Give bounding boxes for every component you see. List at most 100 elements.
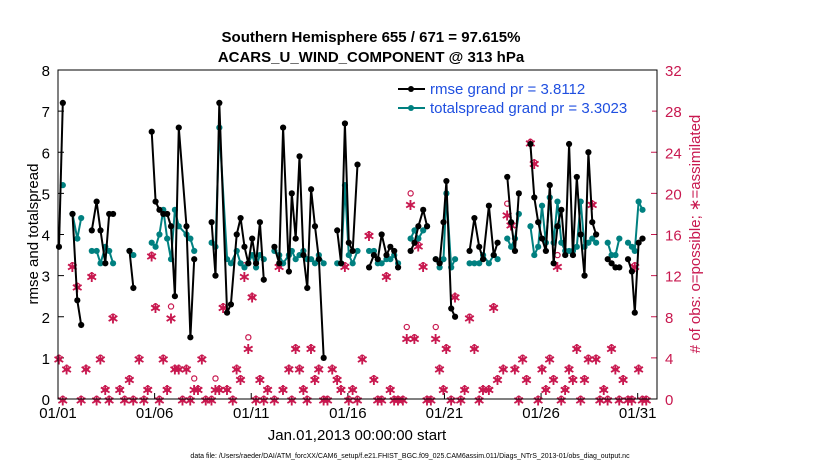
- rmse-point: [593, 231, 600, 238]
- rmse-point: [183, 223, 190, 230]
- obs-possible-marker: [152, 303, 159, 310]
- obs-assimilated-marker: ∗: [199, 391, 212, 410]
- obs-assimilated-marker: ∗: [375, 391, 388, 410]
- obs-possible-marker: [523, 375, 530, 382]
- rmse-point: [604, 256, 611, 263]
- obs-possible-marker: [370, 375, 378, 382]
- rmse-point: [631, 309, 638, 316]
- totalspread-point: [407, 235, 414, 242]
- totalspread-point: [241, 264, 248, 271]
- rmse-point: [558, 206, 565, 213]
- rmse-point: [349, 247, 356, 255]
- rmse-point: [276, 260, 283, 267]
- obs-possible-marker: [403, 323, 410, 331]
- rmse-point: [432, 256, 439, 263]
- rmse-line: [58, 102, 64, 247]
- obs-possible-marker: [135, 354, 143, 362]
- totalspread-point: [631, 247, 638, 255]
- obs-assimilated-marker: ∗: [497, 360, 510, 379]
- obs-assimilated-marker: ∗: [164, 308, 177, 327]
- obs-possible-marker: [285, 364, 293, 372]
- obs-assimilated-marker: ∗: [90, 391, 103, 410]
- obs-possible-marker: [311, 375, 319, 382]
- obs-assimilated-marker: ∗: [433, 360, 446, 379]
- y-tick-label: 0: [42, 392, 50, 409]
- series-lines: [55, 99, 646, 361]
- obs-assimilated-marker: ∗: [487, 298, 500, 317]
- obs-possible-marker: [223, 385, 231, 392]
- rmse-point: [308, 186, 315, 193]
- legend-rmse-marker: [408, 86, 414, 92]
- obs-assimilated-marker: ∗: [578, 370, 591, 389]
- obs-possible-marker: [538, 364, 546, 372]
- obs-assimilated-marker: ∗: [213, 380, 226, 399]
- obs-possible-marker: [144, 385, 152, 392]
- y2-tick-label: 24: [665, 145, 682, 162]
- obs-possible-marker: [461, 385, 468, 392]
- rmse-line: [506, 176, 520, 252]
- obs-assimilated-marker: ∗: [636, 391, 649, 410]
- obs-assimilated-marker: ∗: [301, 391, 314, 410]
- y2-tick-label: 16: [665, 228, 682, 245]
- rmse-line: [468, 204, 499, 261]
- rmse-point: [285, 268, 293, 275]
- rmse-point: [337, 260, 345, 267]
- obs-possible-marker: [198, 354, 206, 362]
- y2-tick-label: 12: [665, 269, 682, 286]
- obs-possible-marker: [565, 364, 573, 372]
- obs-assimilated-marker: ∗: [145, 247, 158, 266]
- obs-possible-marker: [163, 385, 171, 392]
- totalspread-line: [210, 126, 265, 269]
- y-tick-label: 6: [42, 145, 50, 162]
- obs-possible-marker: [337, 385, 345, 392]
- totalspread-point: [593, 239, 600, 246]
- rmse-point: [391, 247, 398, 255]
- rmse-point: [562, 251, 569, 259]
- obs-possible-marker: [494, 375, 501, 382]
- obs-possible-marker: [183, 364, 190, 372]
- obs-assimilated-marker: ∗: [245, 288, 258, 307]
- rmse-point: [296, 153, 303, 160]
- rmse-point: [608, 260, 615, 267]
- obs-possible-marker: [55, 354, 63, 362]
- rmse-point: [109, 210, 117, 218]
- obs-assimilated-marker: ∗: [346, 380, 359, 399]
- totalspread-point: [148, 239, 155, 246]
- totalspread-point: [349, 260, 356, 267]
- totalspread-point: [292, 256, 299, 263]
- rmse-point: [365, 264, 373, 271]
- obs-assimilated-marker: ∗: [289, 339, 302, 358]
- rmse-point: [504, 173, 511, 181]
- rmse-point: [573, 173, 580, 181]
- y-tick-label: 8: [42, 63, 50, 80]
- rmse-point: [383, 251, 390, 259]
- obs-assimilated-marker: ∗: [640, 391, 653, 410]
- obs-possible-marker: [88, 272, 96, 279]
- obs-assimilated-marker: ∗: [180, 360, 193, 379]
- obs-assimilated-marker: ∗: [66, 257, 79, 276]
- obs-assimilated-marker: ∗: [74, 391, 87, 410]
- rmse-point: [542, 247, 549, 255]
- rmse-point: [585, 149, 592, 156]
- obs-possible-marker: [411, 334, 418, 341]
- rmse-point: [311, 223, 319, 230]
- obs-possible-marker: [440, 385, 447, 392]
- obs-assimilated-marker: ∗: [103, 391, 116, 410]
- obs-assimilated-marker: ∗: [326, 360, 339, 379]
- obs-possible-marker: [466, 313, 473, 320]
- obs-assimilated-marker: ∗: [371, 391, 384, 410]
- totalspread-point: [639, 206, 646, 213]
- obs-possible-marker: [329, 364, 336, 372]
- obs-assimilated-marker: ∗: [160, 380, 173, 399]
- obs-assimilated-marker: ∗: [172, 360, 185, 379]
- y2-tick-label: 28: [665, 104, 682, 121]
- rmse-point: [249, 235, 256, 242]
- obs-possible-marker: [490, 303, 497, 310]
- obs-assimilated-marker: ∗: [547, 370, 560, 389]
- x-tick-label: 01/01: [39, 405, 77, 422]
- totalspread-point: [378, 260, 385, 267]
- obs-assimilated-marker: ∗: [555, 391, 568, 410]
- obs-assimilated-marker: ∗: [625, 391, 638, 410]
- obs-assimilated-marker: ∗: [334, 380, 347, 399]
- rmse-point: [130, 284, 137, 292]
